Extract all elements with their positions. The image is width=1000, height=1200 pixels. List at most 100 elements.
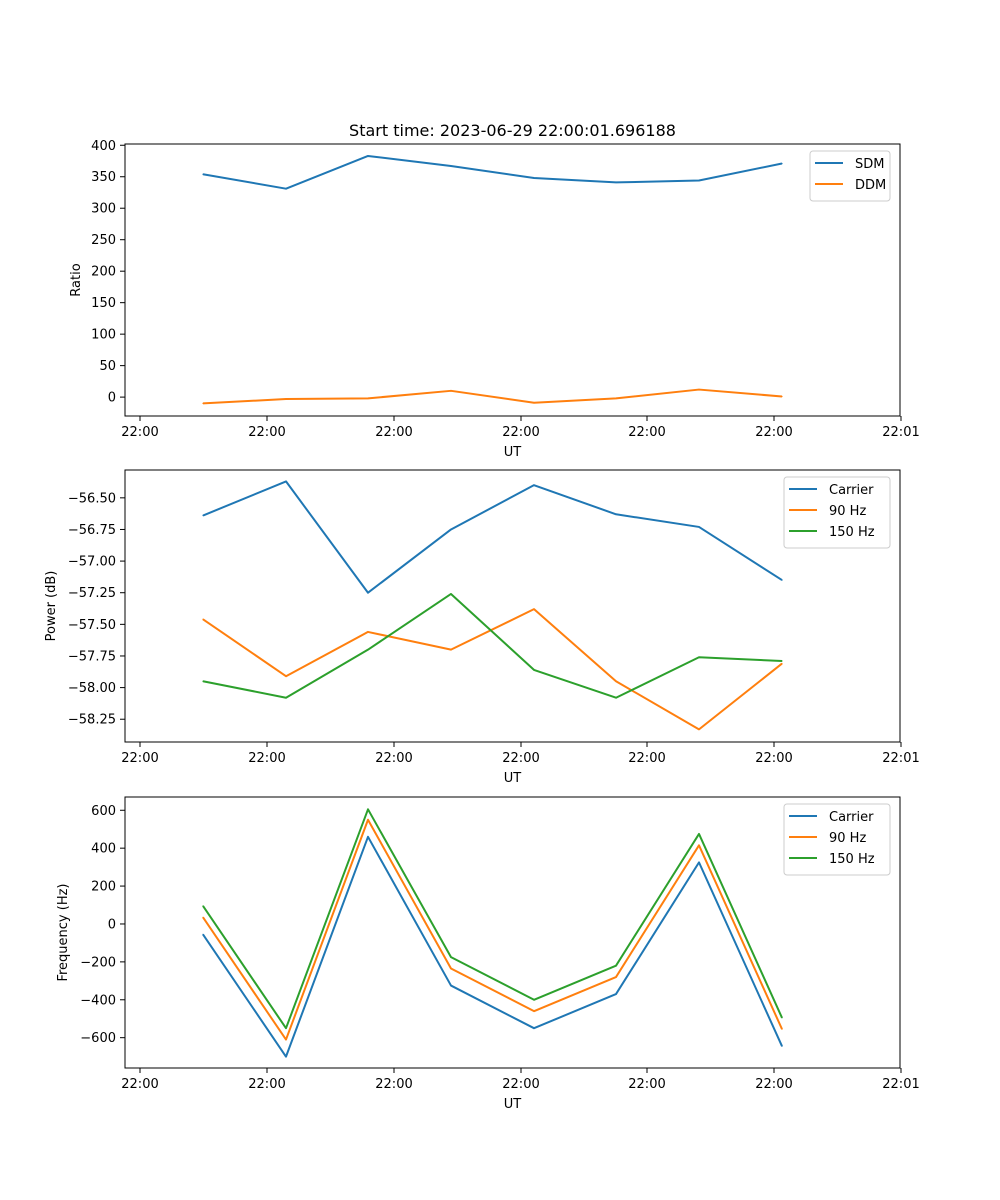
data-point xyxy=(202,618,204,620)
data-point xyxy=(533,402,535,404)
data-point xyxy=(615,965,617,967)
x-tick-label: 22:00 xyxy=(755,751,792,766)
x-tick-label: 22:00 xyxy=(628,1077,665,1092)
series-line-90-hz xyxy=(202,818,783,1041)
y-tick-label: 600 xyxy=(91,804,116,819)
data-point xyxy=(615,976,617,978)
series-line-ddm xyxy=(202,388,783,405)
data-point xyxy=(450,967,452,970)
data-point xyxy=(202,905,204,907)
legend-label: 150 Hz xyxy=(829,852,875,867)
x-axis-label: UT xyxy=(504,445,522,460)
y-axis-label: Ratio xyxy=(69,263,84,296)
series-line-carrier xyxy=(202,480,783,594)
x-tick-label: 22:00 xyxy=(121,751,158,766)
data-point xyxy=(285,188,287,190)
data-point xyxy=(533,1027,535,1029)
subplot-3: 22:00 22:00 22:00 22:00 22:00 22:00 22:01 −600 −… xyxy=(56,796,920,1112)
data-point xyxy=(615,397,617,399)
data-point xyxy=(698,861,700,863)
axes-frame xyxy=(124,469,901,743)
legend-label: 150 Hz xyxy=(829,525,875,540)
data-point xyxy=(450,390,452,392)
data-point xyxy=(450,528,452,531)
legend-label: DDM xyxy=(855,178,886,193)
subplots: 22:00 22:00 22:00 22:00 22:00 22:00 22:01 0 50 10… xyxy=(44,139,920,1112)
data-point xyxy=(367,819,369,821)
y-tick-label: 250 xyxy=(91,233,116,248)
x-tick-label: 22:00 xyxy=(502,425,539,440)
data-point xyxy=(615,680,617,682)
data-point xyxy=(781,1045,783,1047)
data-point xyxy=(285,1056,287,1058)
data-point xyxy=(367,649,369,651)
data-point xyxy=(781,579,783,581)
legend: SDM DDM xyxy=(809,150,891,202)
x-tick-label: 22:00 xyxy=(502,751,539,766)
y-tick-label: 50 xyxy=(99,359,116,374)
data-point xyxy=(202,173,204,175)
data-point xyxy=(367,836,369,838)
legend: Carrier 90 Hz 150 Hz xyxy=(783,476,891,549)
data-point xyxy=(285,675,287,677)
x-tick-label: 22:01 xyxy=(882,425,919,440)
data-point xyxy=(615,993,617,995)
data-point xyxy=(781,662,783,665)
data-point xyxy=(698,833,700,835)
x-tick-label: 22:00 xyxy=(121,1077,158,1092)
data-point xyxy=(450,165,452,167)
series-line-carrier xyxy=(202,835,783,1058)
legend-label: 90 Hz xyxy=(829,504,866,519)
y-tick-label: 150 xyxy=(91,296,116,311)
data-point xyxy=(285,1038,287,1041)
data-point xyxy=(367,397,369,399)
y-tick-label: 0 xyxy=(108,391,116,406)
series-line-150-hz xyxy=(202,808,783,1030)
x-tick-label: 22:00 xyxy=(248,425,285,440)
data-point xyxy=(202,916,204,918)
data-point xyxy=(781,1017,783,1019)
data-point xyxy=(533,484,535,486)
x-tick-label: 22:00 xyxy=(121,425,158,440)
data-point xyxy=(367,155,369,157)
data-point xyxy=(450,984,452,987)
x-tick-label: 22:01 xyxy=(882,751,919,766)
data-point xyxy=(285,1027,287,1029)
data-point xyxy=(533,669,535,671)
y-tick-label: −56.50 xyxy=(68,491,116,506)
legend-label: SDM xyxy=(855,157,884,172)
y-tick-label: 300 xyxy=(91,202,116,217)
y-tick-label: −57.50 xyxy=(68,618,116,633)
data-point xyxy=(367,592,369,594)
y-tick-label: 200 xyxy=(91,265,116,280)
x-tick-label: 22:00 xyxy=(502,1077,539,1092)
data-point xyxy=(202,514,204,517)
y-tick-label: −58.25 xyxy=(68,713,116,728)
data-point xyxy=(533,608,535,610)
x-tick-label: 22:00 xyxy=(375,1077,412,1092)
legend: Carrier 90 Hz 150 Hz xyxy=(783,803,891,876)
x-axis-label: UT xyxy=(504,771,522,786)
axes-frame xyxy=(124,796,901,1069)
y-tick-label: −57.75 xyxy=(68,649,116,664)
series-line-90-hz xyxy=(202,608,783,731)
data-point xyxy=(781,1028,783,1030)
y-tick-label: −600 xyxy=(80,1031,116,1046)
y-tick-label: 400 xyxy=(91,842,116,857)
y-tick-label: −56.75 xyxy=(68,523,116,538)
x-axis-label: UT xyxy=(504,1097,522,1112)
chart-title: Start time: 2023-06-29 22:00:01.696188 xyxy=(349,121,676,140)
x-tick-label: 22:01 xyxy=(882,1077,919,1092)
data-point xyxy=(615,181,617,184)
y-tick-label: −58.00 xyxy=(68,681,116,696)
y-tick-label: 100 xyxy=(91,328,116,343)
data-point xyxy=(781,162,783,165)
data-point xyxy=(285,480,287,482)
series-line-150-hz xyxy=(202,592,783,699)
x-tick-label: 22:00 xyxy=(248,751,285,766)
data-point xyxy=(698,844,700,846)
legend-label: Carrier xyxy=(829,483,874,498)
data-point xyxy=(698,656,700,658)
y-tick-label: −57.25 xyxy=(68,586,116,601)
